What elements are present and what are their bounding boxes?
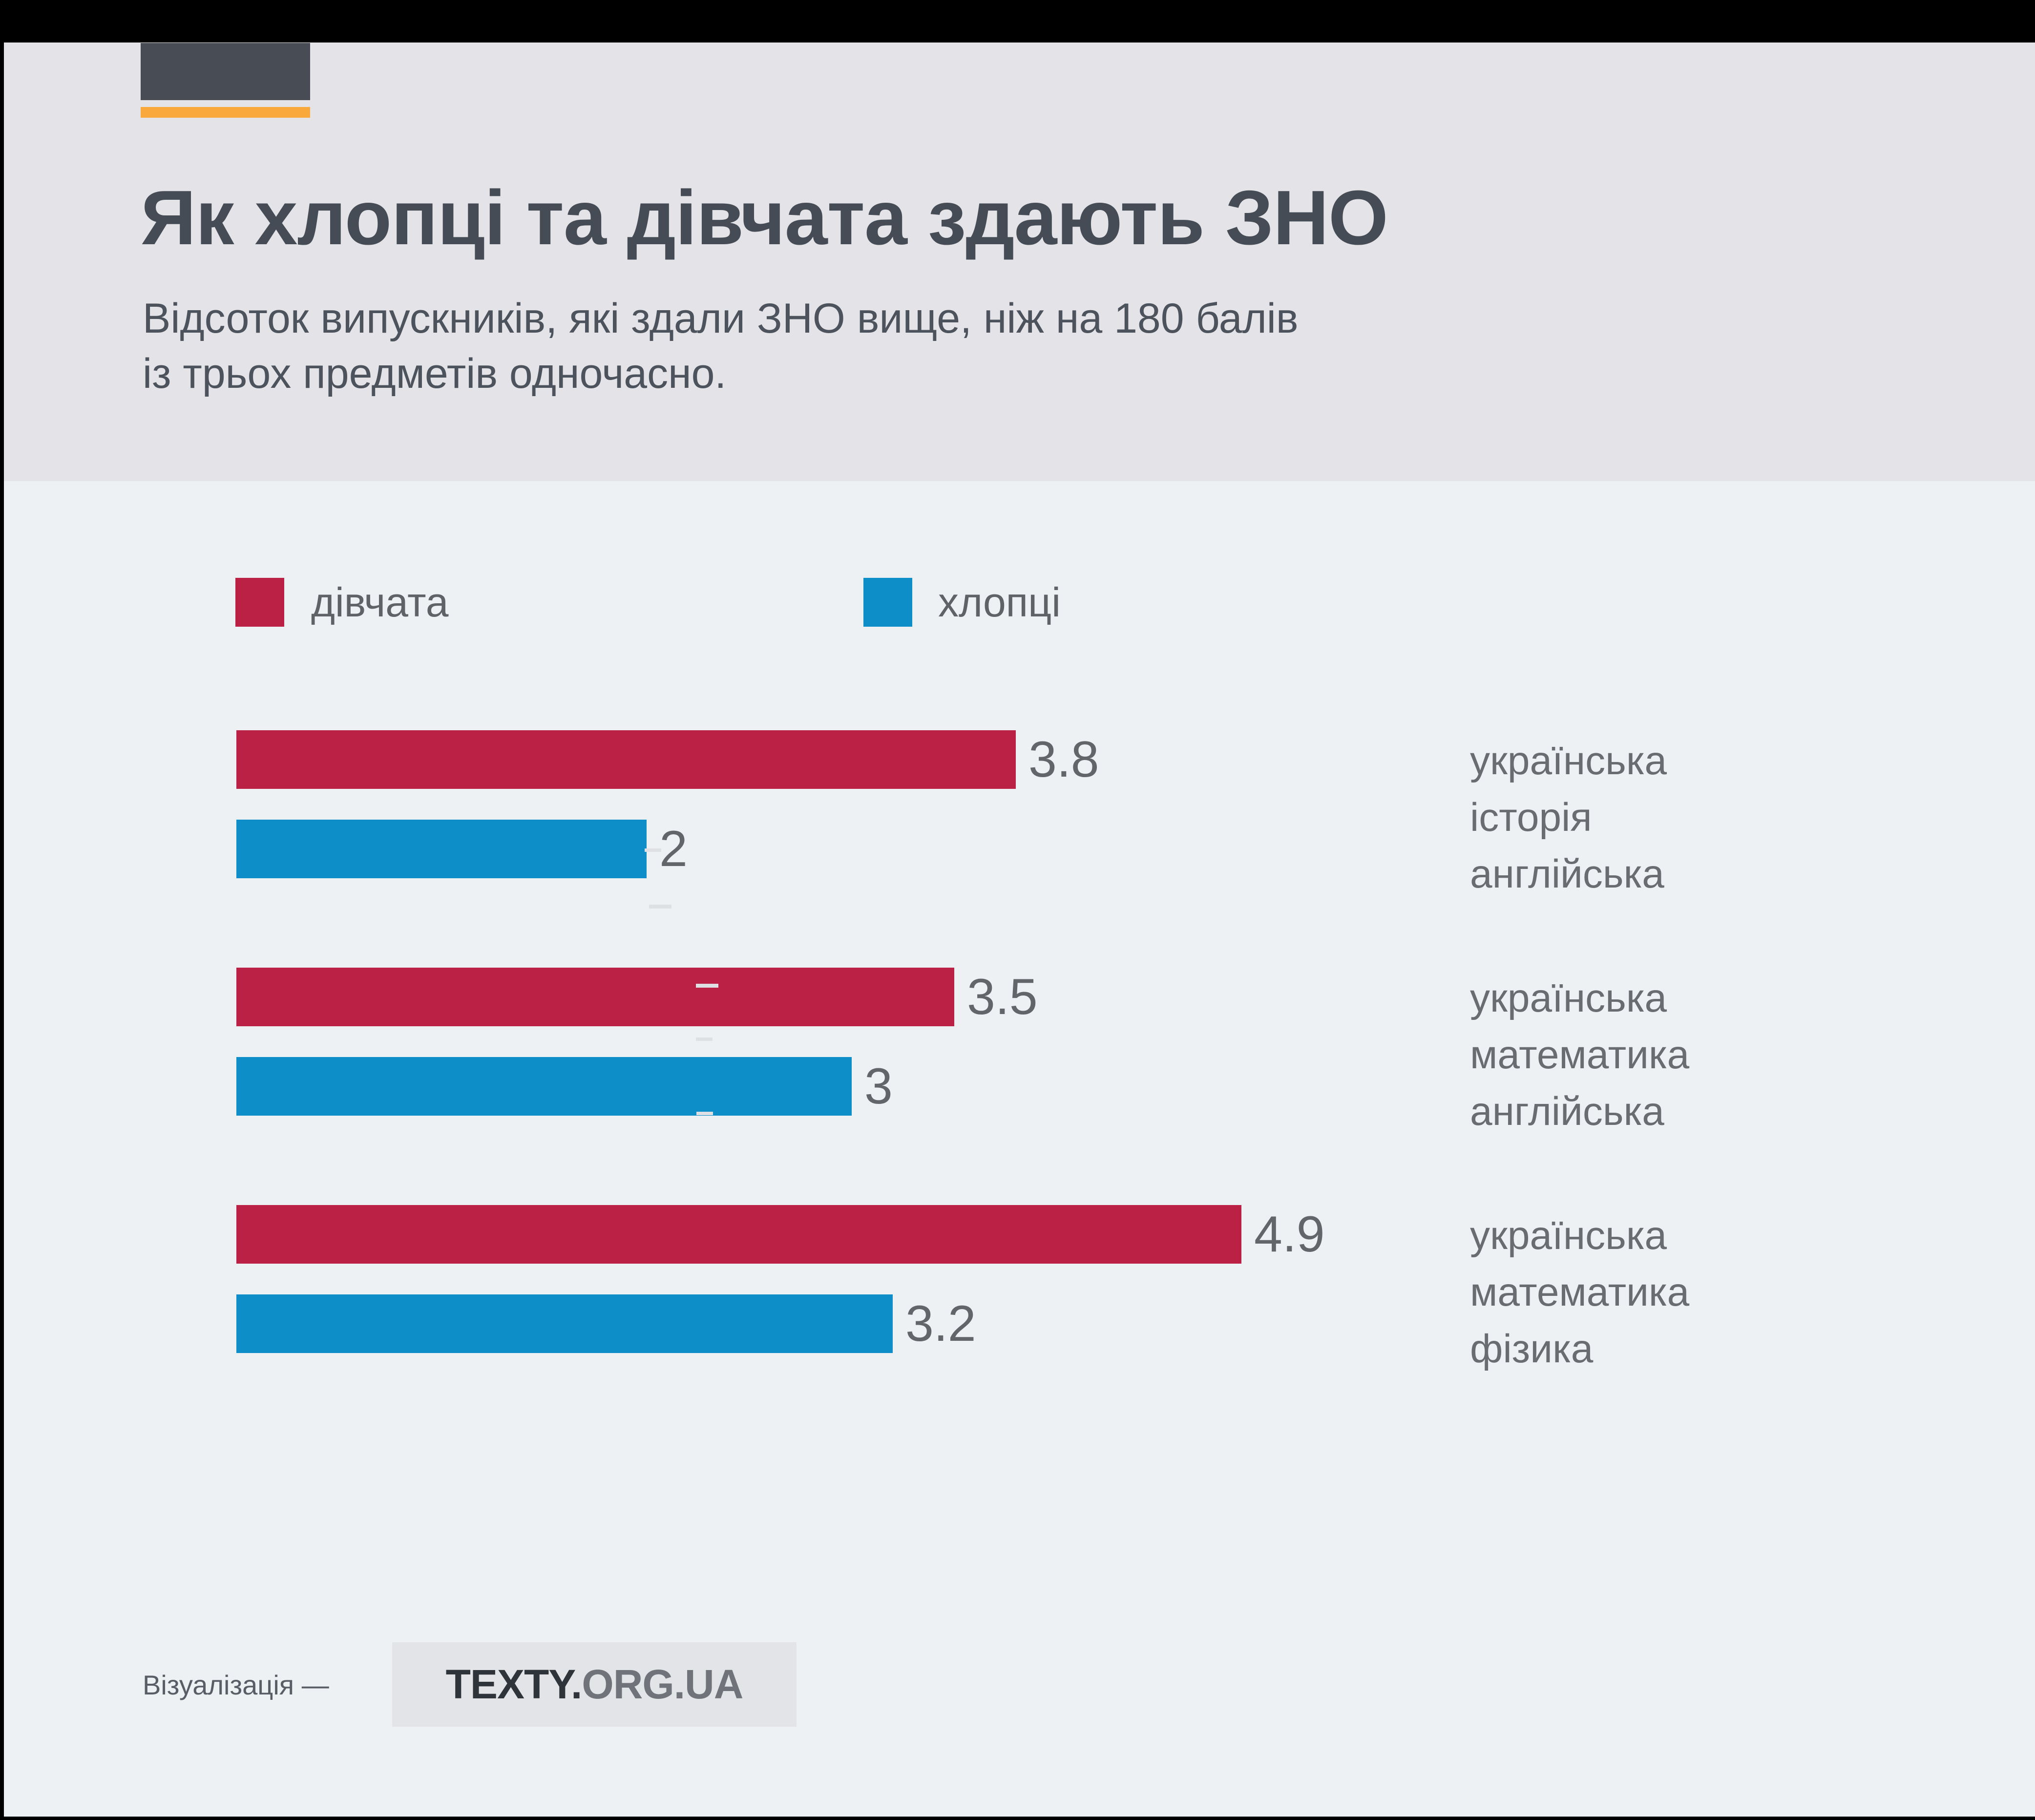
subtitle-line-1: Відсоток випускників, які здали ЗНО вище… [143, 295, 1299, 342]
visualization-credit: Візуалізація — [143, 1669, 329, 1700]
logo-accent-bar [141, 107, 310, 118]
bar-value-boys-group-2: 3 [864, 1058, 893, 1115]
bar-value-girls-group-3: 4.9 [1254, 1206, 1325, 1263]
texty-logo-primary: TEXTY. [445, 1661, 583, 1707]
category-label: математика [1470, 1033, 1690, 1077]
left-black-strip [0, 42, 4, 1820]
bar-boys-group-1 [236, 820, 647, 878]
bottom-black-strip [0, 1817, 2035, 1820]
texty-brand-box: TEXTY.ORG.UA [392, 1642, 797, 1727]
category-labels-group-3: українська математика фізика [1470, 1207, 1909, 1377]
category-label: українська [1470, 1213, 1667, 1258]
tick-artifact [696, 1112, 713, 1115]
texty-logo: TEXTY.ORG.UA [445, 1661, 744, 1708]
category-labels-group-1: українська історія англійська [1470, 733, 1909, 903]
bar-girls-group-1 [236, 730, 1016, 789]
bar-value-boys-group-3: 3.2 [905, 1295, 976, 1352]
category-label: англійська [1470, 852, 1664, 896]
bar-girls-group-3 [236, 1205, 1241, 1264]
texty-logo-secondary: ORG.UA [582, 1661, 743, 1707]
tick-artifact [696, 984, 718, 988]
category-label: українська [1470, 739, 1667, 783]
tick-artifact [645, 848, 661, 852]
bar-girls-group-2 [236, 968, 954, 1026]
legend-label-girls: дівчата [311, 579, 449, 625]
legend-swatch-girls [235, 578, 284, 627]
page-title: Як хлопці та дівчата здають ЗНО [141, 175, 1388, 261]
category-labels-group-2: українська математика англійська [1470, 970, 1909, 1140]
legend-swatch-boys [863, 578, 912, 627]
page-subtitle: Відсоток випускників, які здали ЗНО вище… [143, 291, 1803, 402]
legend-label-boys: хлопці [938, 579, 1061, 625]
category-label: математика [1470, 1270, 1690, 1314]
category-label: фізика [1470, 1327, 1594, 1371]
bar-value-girls-group-2: 3.5 [967, 968, 1038, 1025]
top-black-bar [0, 0, 2035, 42]
bar-value-girls-group-1: 3.8 [1028, 731, 1099, 788]
header-band [4, 42, 2035, 481]
chart-background [4, 481, 2035, 1817]
tick-artifact [696, 1037, 713, 1041]
logo-block [141, 43, 310, 100]
bar-boys-group-3 [236, 1294, 893, 1353]
category-label: англійська [1470, 1089, 1664, 1134]
bar-value-boys-group-1: 2 [659, 820, 688, 877]
category-label: історія [1470, 795, 1592, 840]
bar-boys-group-2 [236, 1057, 852, 1116]
tick-artifact [649, 905, 671, 909]
subtitle-line-2: із трьох предметів одночасно. [143, 350, 727, 397]
category-label: українська [1470, 976, 1667, 1020]
